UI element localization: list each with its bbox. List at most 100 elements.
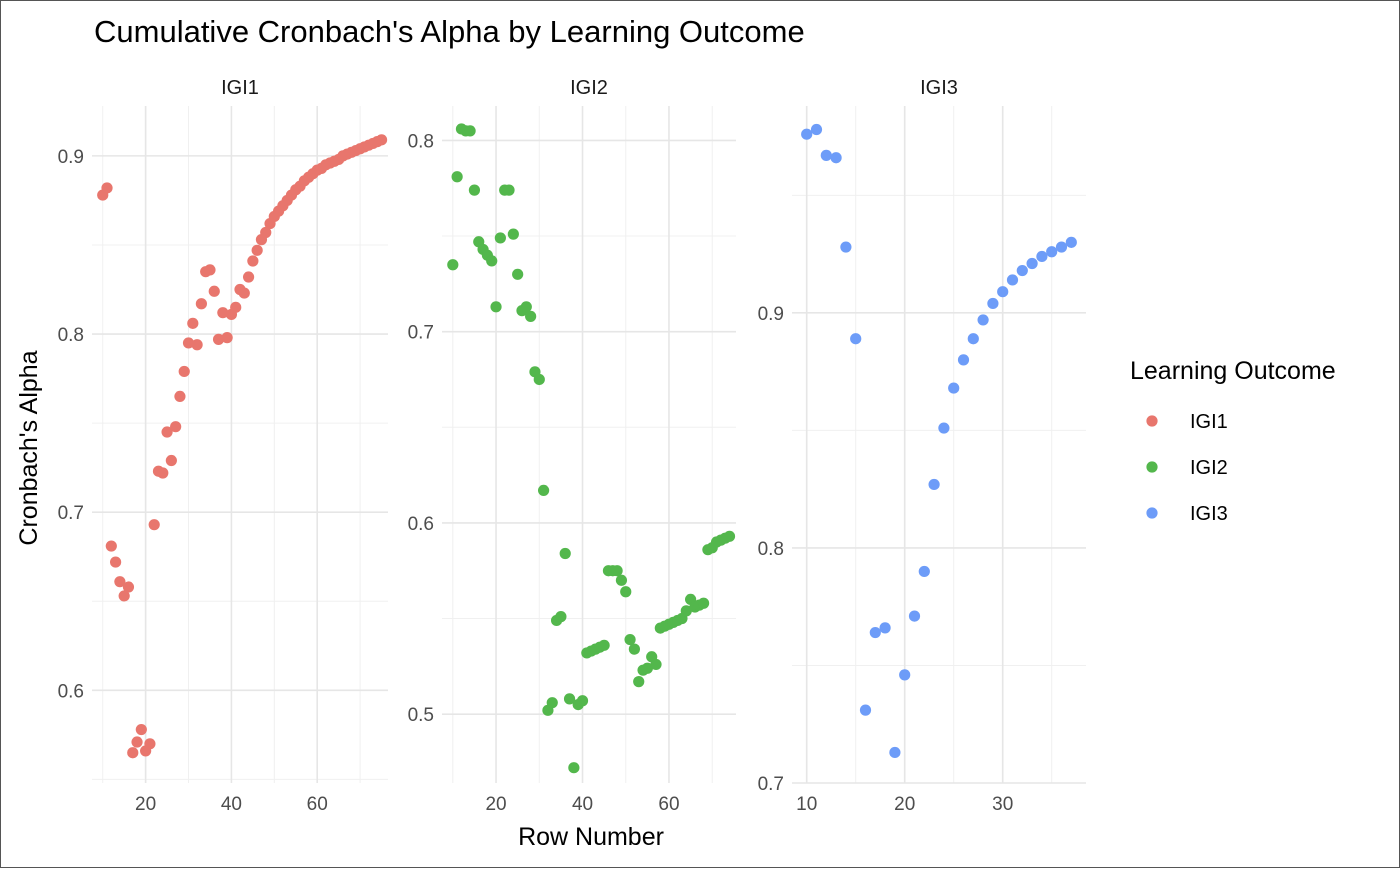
data-point xyxy=(131,736,143,748)
data-point xyxy=(859,704,872,716)
data-point xyxy=(680,605,692,617)
legend-key xyxy=(1146,461,1158,473)
legend-item-igi2: IGI2 xyxy=(1146,457,1228,479)
y-tick-label: 0.7 xyxy=(408,323,434,344)
panel-igi3: 10 20 30 0.7 0.8 0.9 IGI3 xyxy=(758,77,1086,815)
data-point xyxy=(494,232,506,244)
x-tick-label: 40 xyxy=(572,794,593,815)
data-point xyxy=(260,226,272,239)
y-tick-label: 0.6 xyxy=(58,681,84,702)
data-point xyxy=(191,339,203,351)
data-point xyxy=(122,581,135,593)
data-point xyxy=(1026,257,1038,270)
y-tick-label: 0.9 xyxy=(758,304,784,325)
data-point xyxy=(533,373,545,386)
data-point xyxy=(997,286,1009,298)
data-point xyxy=(641,662,653,674)
data-point xyxy=(538,484,550,496)
data-point xyxy=(507,228,519,240)
x-tick-label: 40 xyxy=(221,794,242,815)
data-point xyxy=(451,171,463,183)
x-tick-label: 60 xyxy=(658,794,679,815)
data-point xyxy=(889,746,901,759)
data-point xyxy=(598,639,610,651)
data-point xyxy=(486,255,498,267)
data-point xyxy=(375,134,388,146)
chart-title: Cumulative Cronbach's Alpha by Learning … xyxy=(94,14,805,49)
legend-label: IGI1 xyxy=(1190,411,1228,433)
data-point xyxy=(251,244,263,256)
facet-strip-label: IGI1 xyxy=(221,77,259,99)
data-point xyxy=(178,365,190,378)
x-tick-label: 30 xyxy=(992,794,1013,815)
data-point xyxy=(204,264,216,276)
y-tick-label: 0.8 xyxy=(758,539,784,560)
data-point xyxy=(512,268,524,280)
data-point xyxy=(490,301,502,313)
x-tick-label: 20 xyxy=(135,794,156,815)
y-tick-label: 0.5 xyxy=(408,705,434,726)
data-point xyxy=(221,332,233,344)
panel-igi1: 20 40 60 0.6 0.7 0.8 0.9 IGI1 xyxy=(58,77,388,815)
data-point xyxy=(217,307,229,319)
data-point xyxy=(174,390,186,402)
data-point xyxy=(114,576,126,588)
data-point xyxy=(908,610,921,622)
legend-key xyxy=(1146,415,1158,427)
data-point xyxy=(127,747,139,759)
legend: Learning Outcome IGI1 IGI2 IGI3 xyxy=(1130,357,1336,525)
x-axis-title: Row Number xyxy=(518,823,664,851)
data-point xyxy=(212,333,225,345)
data-point xyxy=(144,738,156,750)
data-point xyxy=(165,454,177,467)
facet-strip-label: IGI3 xyxy=(920,77,958,99)
legend-label: IGI3 xyxy=(1190,503,1228,525)
data-point xyxy=(555,611,567,623)
data-point xyxy=(230,301,242,313)
data-point xyxy=(238,287,250,299)
data-point xyxy=(830,152,842,164)
data-point xyxy=(105,540,117,552)
data-point xyxy=(101,182,113,194)
data-point xyxy=(1036,250,1048,263)
data-point xyxy=(563,693,576,705)
data-point xyxy=(195,298,207,310)
data-point xyxy=(697,597,710,609)
data-point xyxy=(546,697,558,709)
data-point xyxy=(161,426,173,438)
x-tick-label: 10 xyxy=(796,794,817,815)
data-point xyxy=(650,658,662,671)
data-point xyxy=(109,556,122,568)
data-point xyxy=(118,590,130,602)
data-point xyxy=(611,565,623,577)
legend-item-igi3: IGI3 xyxy=(1146,503,1228,525)
legend-key xyxy=(1146,507,1158,519)
data-point xyxy=(879,622,891,634)
y-tick-label: 0.7 xyxy=(58,503,84,524)
data-point xyxy=(899,669,911,681)
legend-items: IGI1 IGI2 IGI3 xyxy=(1146,411,1228,525)
data-point xyxy=(869,626,881,639)
data-point xyxy=(182,337,195,349)
data-point xyxy=(170,421,182,433)
data-point xyxy=(187,317,199,329)
data-point xyxy=(135,723,147,736)
y-tick-label: 0.9 xyxy=(58,147,84,168)
y-tick-label: 0.8 xyxy=(58,325,84,346)
x-tick-label: 20 xyxy=(894,794,915,815)
data-point xyxy=(525,310,537,322)
data-point xyxy=(520,301,532,313)
legend-label: IGI2 xyxy=(1190,457,1228,479)
data-point xyxy=(624,633,636,646)
data-point xyxy=(987,297,999,310)
data-point xyxy=(820,149,832,161)
data-point xyxy=(208,285,220,297)
data-point xyxy=(242,271,255,283)
data-point xyxy=(810,123,823,136)
data-point xyxy=(967,333,979,345)
data-point xyxy=(723,530,736,542)
data-point xyxy=(1046,246,1058,258)
